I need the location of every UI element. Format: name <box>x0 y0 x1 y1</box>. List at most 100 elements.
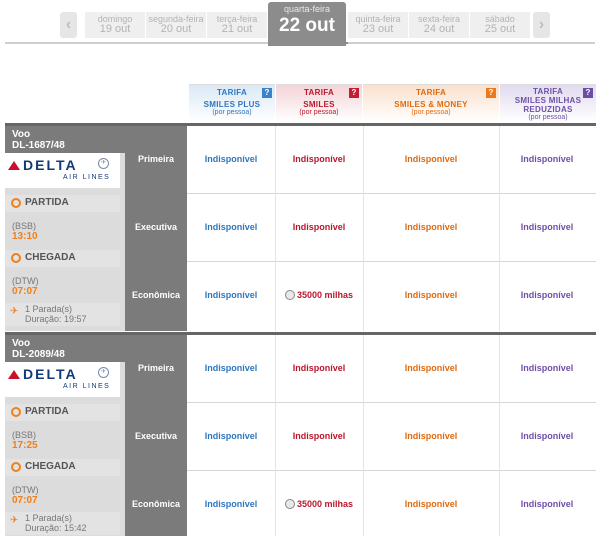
weekday-label: terça-feira <box>216 14 258 24</box>
fare-option[interactable]: 35000 milhas <box>275 290 363 301</box>
departure-label: PARTIDA <box>25 197 69 208</box>
date-label: 19 out <box>99 23 131 35</box>
delta-widget-icon <box>8 161 20 170</box>
flight-duration: Duração: 15:42 <box>25 523 87 533</box>
stops-info[interactable]: ✈ 1 Parada(s) Duração: 15:42 <box>5 512 120 535</box>
fare-cell: Indisponível <box>204 154 258 164</box>
fare-cell: Indisponível <box>520 431 574 441</box>
cabin-economy: Econômica <box>131 499 180 509</box>
flight-card: Voo DL-1687/48 DELTA AIR LINES ✈ PARTIDA… <box>5 123 596 331</box>
clock-icon <box>11 407 21 417</box>
fare-cell: Indisponível <box>292 154 346 164</box>
fare-price: 35000 milhas <box>296 290 354 300</box>
fare-cell: Indisponível <box>520 290 574 300</box>
date-selected[interactable]: quarta-feira 22 out <box>268 2 346 46</box>
fare-header-name: SMILES MILHAS <box>514 96 582 105</box>
fare-cell: Indisponível <box>404 499 458 509</box>
fare-header-note: (por pessoa) <box>411 109 451 116</box>
departure-time: 13:10 <box>12 231 38 242</box>
cabin-business: Executiva <box>134 222 178 232</box>
fare-header-name: SMILES <box>303 100 335 109</box>
fare-header-note: (por pessoa) <box>212 109 252 116</box>
date-label: 23 out <box>362 23 394 35</box>
fare-header-title: TARIFA <box>415 88 447 97</box>
stops-info[interactable]: ✈ 1 Parada(s) Duração: 19:57 <box>5 303 120 326</box>
fare-cell: Indisponível <box>292 431 346 441</box>
skyteam-icon: ✈ <box>98 158 109 169</box>
weekday-label: domingo <box>97 14 133 24</box>
logo-word: DELTA <box>23 366 78 382</box>
fare-header-title: TARIFA <box>303 88 335 97</box>
arrival-label: CHEGADA <box>25 461 76 472</box>
help-icon[interactable]: ? <box>262 88 272 98</box>
flight-card: Voo DL-2089/48 DELTA AIR LINES ✈ PARTIDA… <box>5 332 596 536</box>
fare-header-name: SMILES PLUS <box>203 100 261 109</box>
fare-header-milhas-reduzidas: TARIFA SMILES MILHAS REDUZIDAS (por pess… <box>500 84 596 122</box>
fare-option[interactable]: 35000 milhas <box>275 499 363 510</box>
fare-price: 35000 milhas <box>296 499 354 509</box>
fare-header-title: TARIFA <box>216 88 248 97</box>
help-icon[interactable]: ? <box>349 88 359 98</box>
fare-cell: Indisponível <box>520 363 574 373</box>
fare-cell: Indisponível <box>292 363 346 373</box>
fare-radio[interactable] <box>284 290 295 300</box>
fare-header-smiles-money: TARIFA SMILES & MONEY (por pessoa) ? <box>363 84 499 122</box>
date-monday[interactable]: segunda-feira 20 out <box>146 12 206 38</box>
date-thursday[interactable]: quinta-feira 23 out <box>348 12 408 38</box>
plane-icon: ✈ <box>10 515 19 526</box>
arrival-time: 07:07 <box>12 286 38 297</box>
logo-sub: AIR LINES <box>63 174 111 181</box>
chevron-right-icon[interactable]: › <box>533 12 550 38</box>
arrival-section: CHEGADA <box>5 459 120 476</box>
stops-count: 1 Parada(s) <box>25 304 73 314</box>
date-label: 20 out <box>160 23 192 35</box>
skyteam-icon: ✈ <box>98 367 109 378</box>
fare-header-note: (por pessoa) <box>299 109 339 116</box>
fare-cell: Indisponível <box>204 363 258 373</box>
flight-header: Voo DL-1687/48 <box>5 126 125 153</box>
departure-code: (BSB) <box>12 221 37 231</box>
fare-cell: Indisponível <box>404 290 458 300</box>
flight-voo-label: Voo <box>12 129 31 140</box>
cabin-first: Primeira <box>137 363 175 373</box>
delta-logo: DELTA AIR LINES ✈ <box>5 153 120 188</box>
date-carousel: ‹ domingo 19 out segunda-feira 20 out te… <box>60 2 550 46</box>
clock-icon <box>11 253 21 263</box>
flight-number: DL-1687/48 <box>12 140 65 151</box>
weekday-label: sexta-feira <box>417 14 461 24</box>
delta-widget-icon <box>8 370 20 379</box>
fare-radio[interactable] <box>284 499 295 509</box>
date-saturday[interactable]: sábado 25 out <box>470 12 530 38</box>
fare-cell: Indisponível <box>292 222 346 232</box>
date-sunday[interactable]: domingo 19 out <box>85 12 145 38</box>
fare-cell: Indisponível <box>520 499 574 509</box>
plane-icon: ✈ <box>10 306 19 317</box>
weekday-label: sábado <box>485 14 515 24</box>
stops-count: 1 Parada(s) <box>25 513 73 523</box>
logo-word: DELTA <box>23 157 78 173</box>
fare-cell: Indisponível <box>204 222 258 232</box>
help-icon[interactable]: ? <box>486 88 496 98</box>
fare-cell: Indisponível <box>520 154 574 164</box>
cabin-column: Primeira Executiva Econômica <box>125 335 187 536</box>
weekday-label: quinta-feira <box>355 14 401 24</box>
arrival-section: CHEGADA <box>5 250 120 267</box>
date-friday[interactable]: sexta-feira 24 out <box>409 12 469 38</box>
flight-duration: Duração: 19:57 <box>25 314 87 324</box>
chevron-left-icon[interactable]: ‹ <box>60 12 77 38</box>
departure-time: 17:25 <box>12 440 38 451</box>
logo-sub: AIR LINES <box>63 383 111 390</box>
date-label: 22 out <box>279 15 335 36</box>
fare-cell: Indisponível <box>404 154 458 164</box>
help-icon[interactable]: ? <box>583 88 593 98</box>
fare-cell: Indisponível <box>404 222 458 232</box>
departure-label: PARTIDA <box>25 406 69 417</box>
fare-header-smiles-plus: TARIFA SMILES PLUS (por pessoa) ? <box>189 84 275 122</box>
date-tuesday[interactable]: terça-feira 21 out <box>207 12 267 38</box>
date-label: 24 out <box>423 23 455 35</box>
fare-cell: Indisponível <box>204 290 258 300</box>
clock-icon <box>11 462 21 472</box>
weekday-label: segunda-feira <box>148 14 204 24</box>
cabin-column: Primeira Executiva Econômica <box>125 126 187 331</box>
